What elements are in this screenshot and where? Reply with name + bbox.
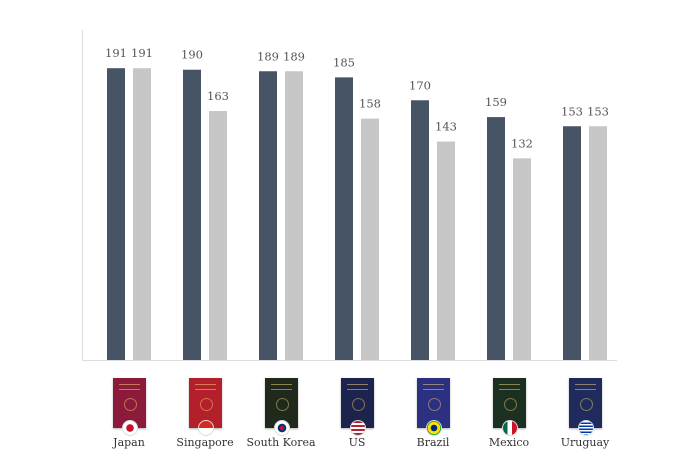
bar-japan-2 <box>133 68 151 360</box>
passport-image <box>341 378 374 436</box>
bar-japan-1 <box>107 68 125 360</box>
passport-image <box>265 378 298 436</box>
passport-title-mark <box>575 384 596 390</box>
passport-emblem-icon <box>352 398 365 411</box>
passport-emblem-icon <box>580 398 593 411</box>
passport-emblem-icon <box>200 398 213 411</box>
data-label: 189 <box>257 49 279 63</box>
bar-south-korea-1 <box>259 71 277 360</box>
uruguay-flag-icon <box>578 420 594 436</box>
data-label: 159 <box>485 95 507 109</box>
data-label: 190 <box>181 48 203 62</box>
data-label: 189 <box>283 49 305 63</box>
x-tick-label: Singapore <box>176 436 234 449</box>
bar-uruguay-2 <box>589 126 607 360</box>
passport-image <box>417 378 450 436</box>
bar-mexico-1 <box>487 117 505 360</box>
bar-singapore-2 <box>209 110 227 360</box>
bar-singapore-1 <box>183 69 201 360</box>
data-label: 170 <box>409 78 431 92</box>
us-flag-icon <box>350 420 366 436</box>
x-tick-label: US <box>348 436 366 449</box>
data-label: 153 <box>587 104 609 118</box>
passport-title-mark <box>499 384 520 390</box>
x-tick-label: Japan <box>113 436 145 449</box>
bar-uruguay-1 <box>563 126 581 360</box>
passport-emblem-icon <box>428 398 441 411</box>
bar-us-1 <box>335 77 353 360</box>
data-label: 163 <box>207 89 229 103</box>
brazil-flag-icon <box>426 420 442 436</box>
passport-image <box>569 378 602 436</box>
x-tick-label: Mexico <box>488 436 530 449</box>
singapore-flag-icon <box>198 420 214 436</box>
x-tick-label: Uruguay <box>560 436 610 449</box>
passport-title-mark <box>271 384 292 390</box>
passport-title-mark <box>119 384 140 390</box>
passport-emblem-icon <box>124 398 137 411</box>
passport-emblem-icon <box>504 398 517 411</box>
bar-brazil-2 <box>437 141 455 360</box>
data-label: 191 <box>131 46 153 60</box>
south-korea-flag-icon <box>274 420 290 436</box>
passport-emblem-icon <box>276 398 289 411</box>
data-label: 132 <box>511 136 533 150</box>
passport-image <box>113 378 146 436</box>
passport-title-mark <box>347 384 368 390</box>
mexico-flag-icon <box>502 420 518 436</box>
x-tick-label: Brazil <box>416 436 450 449</box>
bar-us-2 <box>361 118 379 360</box>
data-label: 158 <box>359 97 381 111</box>
x-tick-label: South Korea <box>246 436 316 449</box>
passport-title-mark <box>195 384 216 390</box>
passport-image <box>189 378 222 436</box>
bar-brazil-1 <box>411 100 429 361</box>
data-label: 143 <box>435 120 457 134</box>
bar-south-korea-2 <box>285 71 303 360</box>
japan-flag-icon <box>122 420 138 436</box>
data-label: 153 <box>561 104 583 118</box>
passport-image <box>493 378 526 436</box>
data-label: 191 <box>105 46 127 60</box>
data-label: 185 <box>333 55 355 69</box>
bar-mexico-2 <box>513 158 531 360</box>
passport-title-mark <box>423 384 444 390</box>
